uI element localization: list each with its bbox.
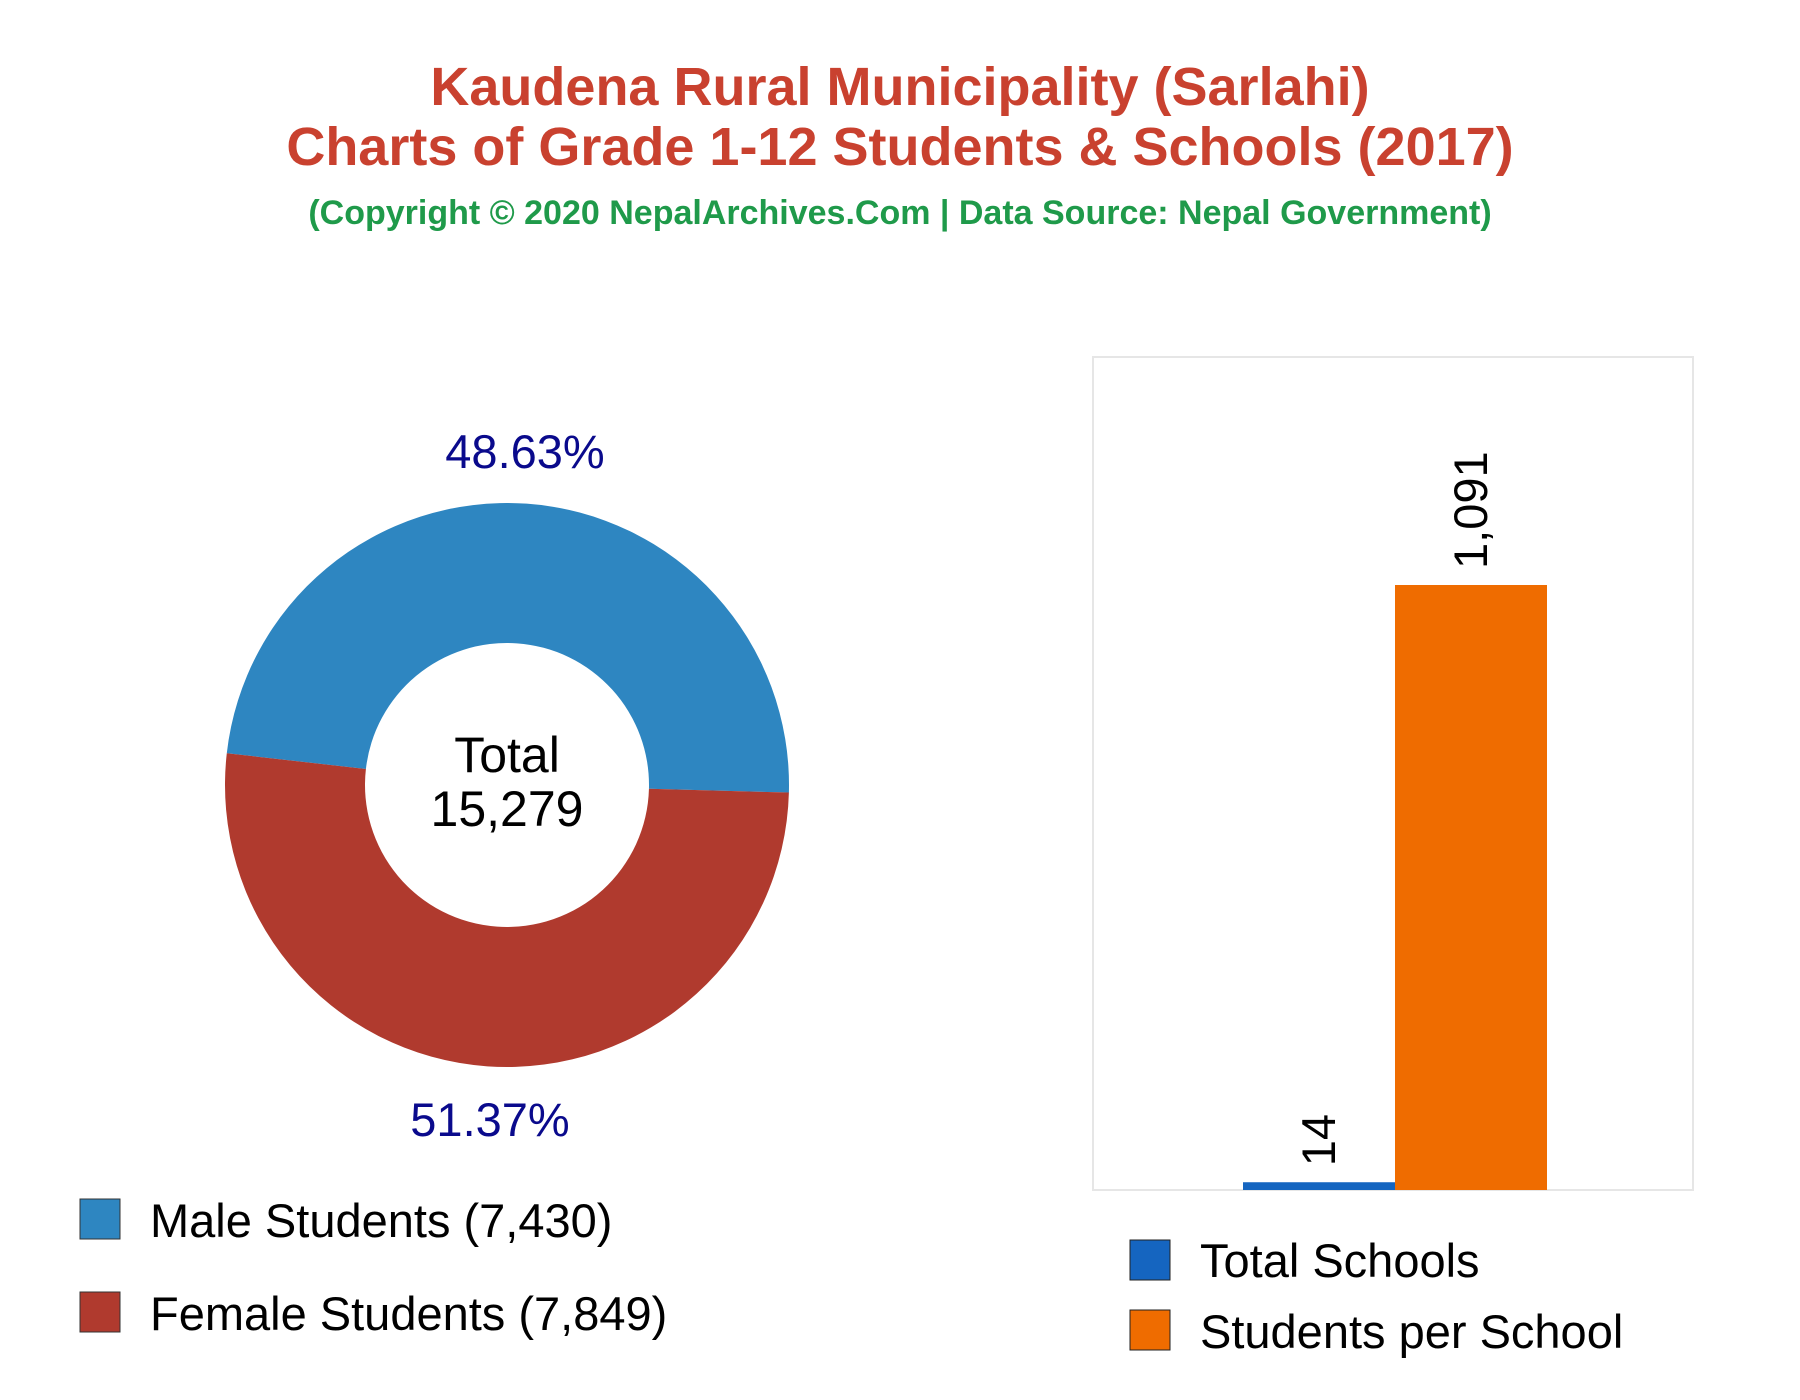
bar-students-per-school (1395, 585, 1547, 1190)
donut-center-value: 15,279 (431, 781, 584, 837)
donut-slices (224, 503, 790, 1068)
bar-legend: Total Schools Students per School (1129, 1234, 1623, 1358)
chart-title-line-1: Kaudena Rural Municipality (Sarlahi) (430, 57, 1370, 117)
bars: 14 1,091 (1243, 451, 1547, 1190)
legend-swatch-students-per-school (1129, 1309, 1171, 1351)
donut-chart: Total 15,279 48.63% 51.37% (224, 425, 790, 1146)
bar-chart: 14 1,091 (1092, 356, 1694, 1191)
bar-value-label-students-per-school: 1,091 (1444, 451, 1497, 569)
male-percent-label: 48.63% (445, 425, 604, 478)
chart-title-line-2: Charts of Grade 1-12 Students & Schools … (286, 117, 1514, 177)
legend-swatch-female (79, 1291, 121, 1333)
legend-swatch-male (79, 1198, 121, 1240)
bar-total-schools (1243, 1182, 1395, 1190)
female-percent-label: 51.37% (410, 1093, 569, 1146)
donut-slice-male-students (226, 503, 790, 793)
donut-slice-female-students (224, 753, 789, 1068)
legend-swatch-total-schools (1129, 1239, 1171, 1281)
legend-label-students-per-school: Students per School (1200, 1305, 1623, 1358)
donut-center-label: Total (454, 727, 560, 783)
legend-label-total-schools: Total Schools (1200, 1234, 1480, 1287)
donut-legend: Male Students (7,430) Female Students (7… (79, 1194, 667, 1340)
chart-subtitle: (Copyright © 2020 NepalArchives.Com | Da… (308, 194, 1492, 232)
bar-value-label-total-schools: 14 (1292, 1114, 1345, 1166)
legend-label-male: Male Students (7,430) (150, 1194, 612, 1247)
bar-chart-frame (1092, 356, 1694, 1191)
legend-label-female: Female Students (7,849) (150, 1287, 667, 1340)
